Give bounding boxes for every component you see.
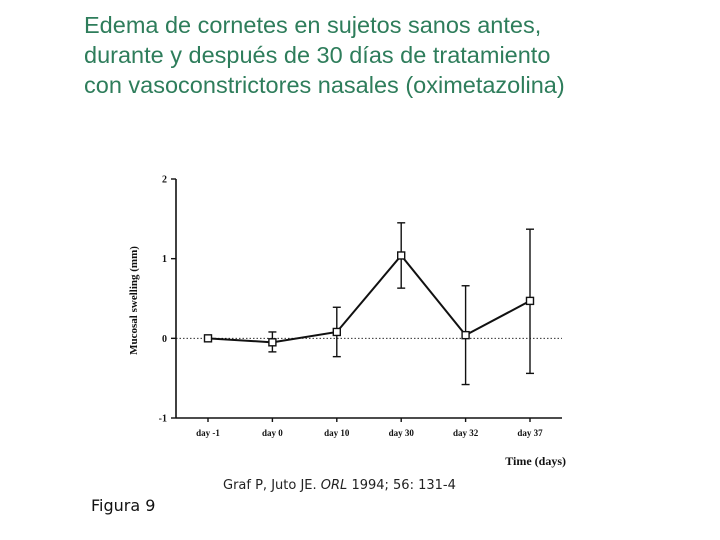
chart-axes xyxy=(171,178,562,422)
data-point xyxy=(203,334,213,343)
data-point xyxy=(332,327,341,337)
y-tick-label: -1 xyxy=(159,414,167,425)
chart-labels: -1 0 1 2 day -1 day 0 day 10 day 30 day 32 day 37… xyxy=(128,175,566,469)
y-tick-label: 0 xyxy=(162,334,167,345)
citation: Graf P, Juto JE. ORL 1994; 56: 131-4 xyxy=(223,478,456,493)
error-bars xyxy=(268,222,534,386)
series-line xyxy=(207,253,531,344)
x-tick-label: day 10 xyxy=(324,428,350,438)
data-point xyxy=(461,330,470,340)
figure-label: Figura 9 xyxy=(91,496,156,515)
y-tick-label: 1 xyxy=(162,254,167,265)
x-tick-label: day 0 xyxy=(262,428,283,438)
x-axis-title: Time (days) xyxy=(505,454,566,468)
y-axis-title: Mucosal swelling (mm) xyxy=(128,246,140,355)
citation-authors: Graf P, Juto JE. xyxy=(223,478,317,493)
title-line-2: durante y después de 30 días de tratamie… xyxy=(84,42,551,68)
title-line-1: Edema de cornetes en sujetos sanos antes… xyxy=(84,12,542,38)
data-point xyxy=(397,251,406,260)
data-point xyxy=(268,338,277,347)
slide-title: Edema de cornetes en sujetos sanos antes… xyxy=(84,10,704,100)
x-tick-label: day 30 xyxy=(389,428,415,438)
data-markers xyxy=(203,251,535,347)
y-tick-label: 2 xyxy=(162,175,167,186)
data-line xyxy=(207,253,531,344)
data-point xyxy=(525,296,535,306)
x-tick-label: day -1 xyxy=(196,428,220,438)
title-line-3: con vasoconstrictores nasales (oximetazo… xyxy=(84,72,565,98)
citation-details: 1994; 56: 131-4 xyxy=(351,478,456,493)
x-tick-label: day 32 xyxy=(453,428,479,438)
x-tick-label: day 37 xyxy=(517,428,543,438)
citation-journal: ORL xyxy=(320,478,348,493)
